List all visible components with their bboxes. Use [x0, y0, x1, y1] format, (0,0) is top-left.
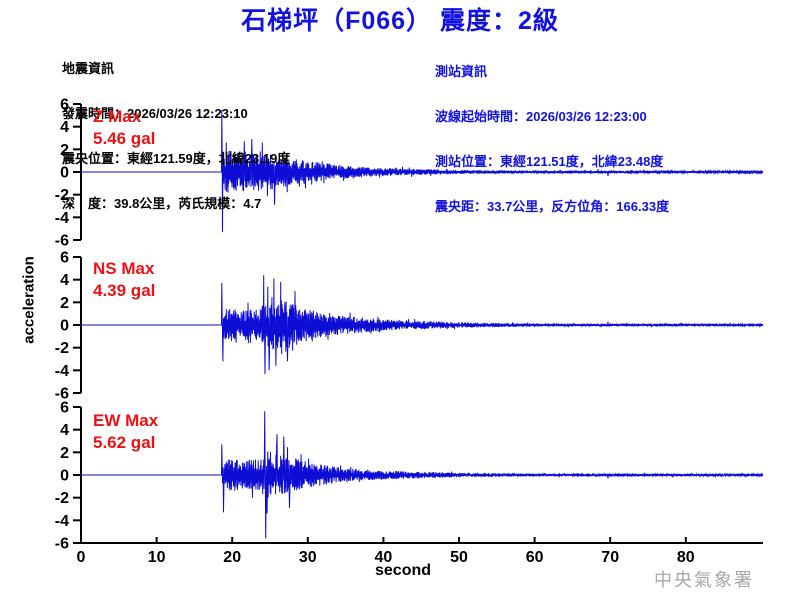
max-label-ns-value: 4.39 gal: [93, 281, 156, 300]
y-tick-label: 2: [60, 142, 69, 159]
y-tick-label: 2: [60, 445, 69, 462]
x-tick-label: 30: [299, 549, 317, 566]
waveform-ns: [81, 275, 764, 375]
y-tick-label: -6: [55, 386, 69, 403]
y-tick-label: -2: [55, 340, 69, 357]
y-tick-label: -6: [55, 233, 69, 250]
x-tick-label: 60: [526, 549, 544, 566]
y-tick-label: 2: [60, 295, 69, 312]
event-info-line: 深 度：39.8公里，芮氏規模：4.7: [62, 196, 262, 211]
max-label-ns: NS Max 4.39 gal: [93, 258, 155, 302]
station-info: 測站資訊 波線起始時間：2026/03/26 12:23:00 測站位置：東經1…: [435, 34, 669, 244]
station-info-line: 震央距：33.7公里，反方位角：166.33度: [435, 199, 670, 214]
y-tick-label: -4: [55, 210, 69, 227]
y-tick-label: 4: [60, 119, 69, 136]
y-tick-label: 6: [60, 400, 69, 417]
y-tick-label: 4: [60, 422, 69, 439]
x-tick-label: 10: [148, 549, 166, 566]
event-info-heading: 地震資訊: [62, 61, 115, 76]
max-label-z-title: Z Max: [93, 107, 142, 126]
event-info-line: 震央位置：東經121.59度，北緯23.19度: [62, 151, 291, 166]
y-tick-label: 0: [60, 165, 69, 182]
y-tick-label: 6: [60, 250, 69, 267]
x-tick-label: 80: [677, 549, 695, 566]
max-label-ns-title: NS Max: [93, 259, 155, 278]
y-tick-label: -4: [55, 513, 69, 530]
page-title: 石梯坪（F066） 震度：2級: [241, 7, 559, 35]
y-tick-label: 0: [60, 318, 69, 335]
watermark: 中央氣象署: [654, 570, 754, 590]
max-label-ew-value: 5.62 gal: [93, 433, 156, 452]
max-label-ew-title: EW Max: [93, 411, 159, 430]
x-tick-label: 50: [450, 549, 468, 566]
station-info-heading: 測站資訊: [435, 64, 488, 79]
y-tick-label: 0: [60, 468, 69, 485]
waveform-z: [81, 110, 764, 233]
y-tick-label: -4: [55, 363, 69, 380]
y-tick-label: -2: [55, 490, 69, 507]
event-info-line: 發震時間：2026/03/26 12:23:10: [62, 106, 248, 121]
x-tick-label: 0: [77, 549, 86, 566]
y-tick-label: -2: [55, 187, 69, 204]
station-info-line: 波線起始時間：2026/03/26 12:23:00: [435, 109, 647, 124]
y-tick-label: -6: [55, 536, 69, 553]
x-tick-label: 70: [601, 549, 619, 566]
waveform-ew: [81, 411, 764, 539]
max-label-ew: EW Max 5.62 gal: [93, 410, 158, 454]
event-info: 地震資訊 發震時間：2026/03/26 12:23:10 震央位置：東經121…: [62, 31, 290, 241]
max-label-z-value: 5.46 gal: [93, 129, 156, 148]
station-info-line: 測站位置：東經121.51度，北緯23.48度: [435, 154, 664, 169]
x-tick-label: 40: [375, 549, 393, 566]
max-label-z: Z Max 5.46 gal: [93, 106, 155, 150]
y-axis-label: acceleration: [20, 256, 38, 344]
y-tick-label: 4: [60, 272, 69, 289]
x-tick-label: 20: [223, 549, 241, 566]
y-tick-label: 6: [60, 97, 69, 114]
x-axis-label: second: [374, 562, 432, 579]
